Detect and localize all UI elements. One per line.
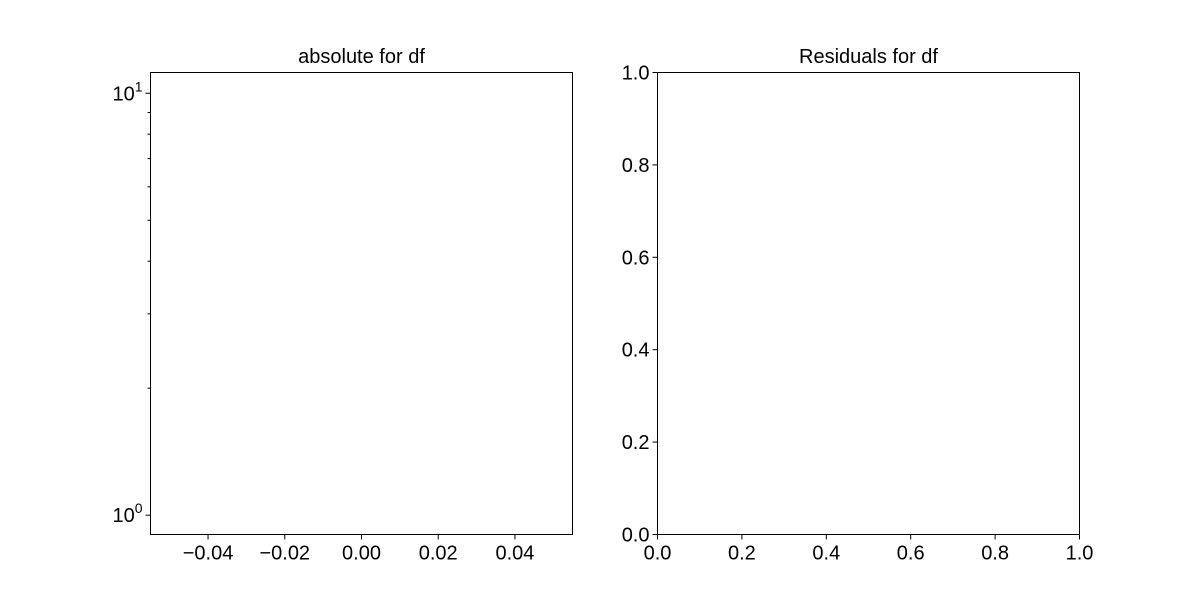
x-tick-label: 0.6 (897, 543, 925, 565)
y-tick-label-exponent: 0 (135, 500, 143, 516)
y-tick-label-exponent: 1 (135, 78, 143, 94)
residuals-y-axis: 0.0 0.2 0.4 0.6 0.8 1.0 (622, 63, 658, 547)
y-tick-label-base: 10 (112, 83, 134, 105)
residuals-panel-title: Residuals for df (799, 46, 938, 68)
x-tick-label: −0.04 (183, 543, 234, 565)
y-tick-label-base: 10 (112, 505, 134, 527)
residuals-panel: Residuals for df 0.0 0.2 0.4 0.6 0.8 1.0 0.00… (622, 46, 1094, 565)
x-tick-label: 0.02 (419, 543, 458, 565)
x-tick-label: −0.02 (259, 543, 310, 565)
x-tick-label: 0.8 (981, 543, 1009, 565)
x-tick-label: 0.4 (812, 543, 840, 565)
y-tick-label: 1.0 (622, 63, 650, 85)
y-tick-label: 101 (112, 78, 142, 105)
absolute-panel: absolute for df −0.04 −0.02 0.00 0.02 0.04 1… (112, 46, 573, 565)
absolute-panel-title: absolute for df (298, 46, 425, 68)
y-tick-label: 0.2 (622, 432, 650, 454)
y-tick-label: 0.8 (622, 155, 650, 177)
y-tick-label: 0.0 (622, 525, 650, 547)
x-tick-label: 1.0 (1066, 543, 1094, 565)
x-tick-label: 0.00 (342, 543, 381, 565)
residuals-plot-area (657, 72, 1080, 535)
y-tick-label: 100 (112, 500, 142, 527)
residuals-x-axis: 0.0 0.2 0.4 0.6 0.8 1.0 (644, 534, 1094, 565)
y-tick-label: 0.4 (622, 340, 650, 362)
y-tick-label: 0.6 (622, 247, 650, 269)
x-tick-label: 0.2 (728, 543, 756, 565)
x-tick-label: 0.0 (644, 543, 672, 565)
absolute-x-axis: −0.04 −0.02 0.00 0.02 0.04 (183, 534, 534, 565)
x-tick-label: 0.04 (495, 543, 534, 565)
